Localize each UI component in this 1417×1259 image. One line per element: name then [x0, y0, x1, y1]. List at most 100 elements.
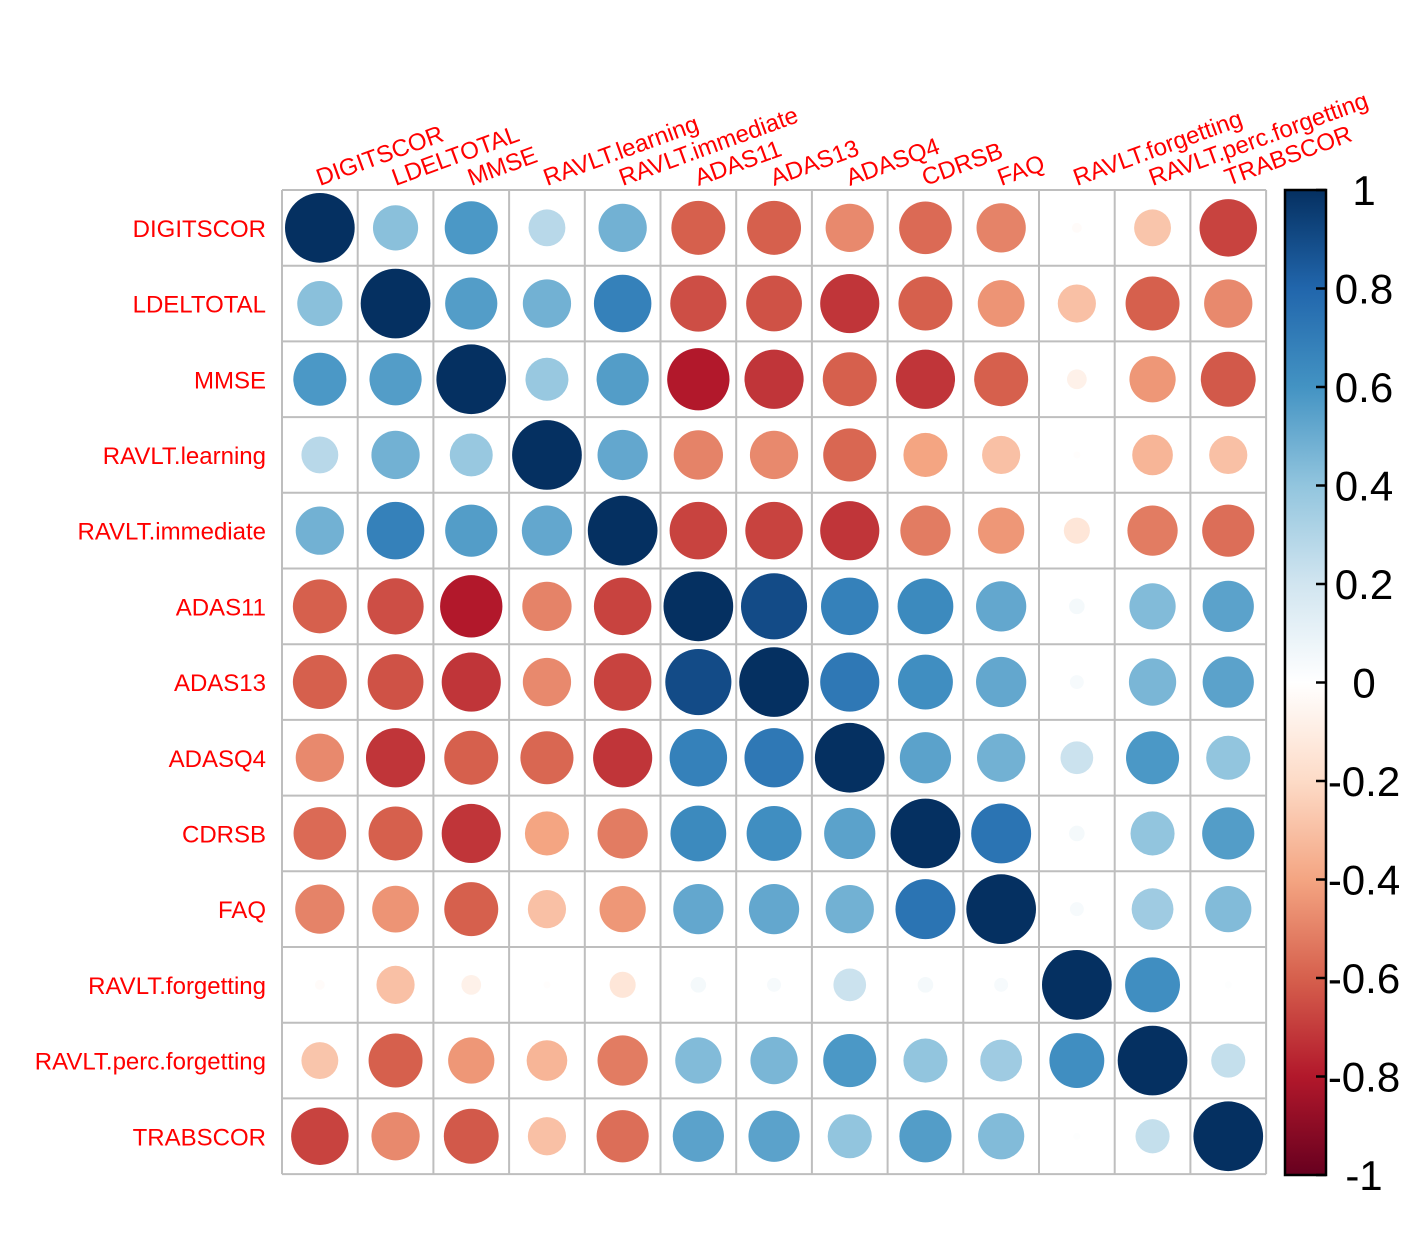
corr-circle-RAVLT.immediate-ADAS11: [669, 501, 728, 560]
corr-circle-RAVLT.forgetting-TRABSCOR: [1224, 981, 1232, 989]
corr-circle-FAQ-TRABSCOR: [1205, 886, 1252, 933]
corr-circle-ADASQ4-CDRSB: [899, 732, 952, 784]
corr-circle-RAVLT.perc.forgetting-RAVLT.perc.forgetting: [1117, 1025, 1188, 1096]
corr-circle-LDELTOTAL-ADASQ4: [820, 273, 880, 334]
row-label: MMSE: [194, 367, 266, 394]
corr-circle-ADAS13-ADAS13: [739, 647, 809, 717]
row-label: FAQ: [218, 897, 266, 924]
corr-circle-ADASQ4-ADAS13: [744, 728, 804, 788]
corr-circle-RAVLT.forgetting-FAQ: [994, 977, 1009, 992]
corr-circle-ADASQ4-RAVLT.learning: [520, 731, 574, 785]
corr-circle-CDRSB-ADAS13: [746, 806, 802, 861]
corr-circle-ADASQ4-TRABSCOR: [1206, 735, 1251, 780]
corr-circle-FAQ-RAVLT.learning: [527, 890, 567, 929]
corr-circle-RAVLT.perc.forgetting-RAVLT.forgetting: [1049, 1033, 1105, 1088]
corr-circle-ADAS11-RAVLT.learning: [522, 581, 572, 631]
corr-circle-FAQ-ADAS13: [748, 884, 800, 935]
corr-circle-CDRSB-ADASQ4: [824, 807, 876, 860]
corr-circle-TRABSCOR-TRABSCOR: [1193, 1101, 1264, 1172]
corr-circle-ADASQ4-FAQ: [977, 733, 1026, 782]
corr-circle-FAQ-RAVLT.perc.forgetting: [1131, 888, 1174, 931]
corr-circle-ADASQ4-DIGITSCOR: [295, 733, 344, 782]
corr-circle-RAVLT.forgetting-ADAS13: [767, 977, 782, 992]
corr-circle-FAQ-CDRSB: [895, 879, 956, 940]
color-bar-tick-label: -0.4: [1328, 857, 1400, 904]
corr-circle-RAVLT.forgetting-CDRSB: [917, 977, 934, 993]
corr-circle-RAVLT.learning-CDRSB: [903, 432, 948, 477]
corr-circle-RAVLT.immediate-TRABSCOR: [1202, 504, 1255, 557]
corr-circle-TRABSCOR-CDRSB: [899, 1110, 952, 1163]
corr-circle-DIGITSCOR-RAVLT.forgetting: [1071, 222, 1082, 233]
corr-circle-DIGITSCOR-FAQ: [976, 203, 1026, 253]
corr-circle-ADAS11-ADAS11: [663, 571, 734, 642]
corr-circle-LDELTOTAL-DIGITSCOR: [297, 280, 343, 327]
color-bar-tick-label: 0.8: [1335, 266, 1393, 313]
corr-circle-FAQ-RAVLT.forgetting: [1069, 902, 1084, 917]
corr-circle-RAVLT.perc.forgetting-ADAS11: [675, 1037, 722, 1084]
corr-circle-ADAS13-MMSE: [441, 652, 501, 712]
corr-circle-RAVLT.forgetting-ADAS11: [690, 977, 707, 993]
row-label: RAVLT.perc.forgetting: [35, 1049, 266, 1076]
corr-circle-RAVLT.immediate-CDRSB: [900, 505, 951, 556]
corr-circle-ADAS13-LDELTOTAL: [367, 654, 424, 710]
color-bar-tick-label: -0.2: [1328, 758, 1400, 805]
corr-circle-ADAS11-RAVLT.perc.forgetting: [1129, 583, 1176, 630]
corr-circle-RAVLT.perc.forgetting-RAVLT.learning: [526, 1040, 568, 1081]
corr-circle-RAVLT.forgetting-ADASQ4: [833, 968, 867, 1002]
corr-circle-TRABSCOR-ADASQ4: [827, 1114, 872, 1159]
corr-circle-RAVLT.learning-LDELTOTAL: [371, 430, 420, 480]
corr-circle-RAVLT.learning-RAVLT.forgetting: [1073, 451, 1081, 459]
corr-circle-LDELTOTAL-FAQ: [977, 280, 1025, 327]
corr-circle-ADAS11-FAQ: [976, 581, 1027, 632]
corr-circle-RAVLT.perc.forgetting-TRABSCOR: [1211, 1043, 1246, 1078]
corr-circle-RAVLT.perc.forgetting-CDRSB: [903, 1038, 948, 1083]
corr-circle-LDELTOTAL-CDRSB: [898, 276, 953, 331]
corr-circle-LDELTOTAL-RAVLT.forgetting: [1057, 284, 1096, 323]
corr-circle-TRABSCOR-RAVLT.learning: [527, 1117, 567, 1156]
corr-circle-RAVLT.forgetting-RAVLT.immediate: [609, 971, 636, 998]
row-label: TRABSCOR: [133, 1124, 266, 1151]
corr-circle-LDELTOTAL-RAVLT.learning: [522, 279, 572, 328]
corr-circle-RAVLT.learning-RAVLT.perc.forgetting: [1132, 434, 1173, 476]
corr-circle-RAVLT.perc.forgetting-RAVLT.immediate: [597, 1035, 648, 1086]
row-label: RAVLT.learning: [103, 443, 266, 470]
corr-circle-RAVLT.immediate-LDELTOTAL: [366, 501, 425, 560]
corr-circle-RAVLT.learning-RAVLT.immediate: [597, 429, 648, 481]
corr-circle-LDELTOTAL-ADAS13: [746, 275, 802, 332]
row-label: DIGITSCOR: [133, 216, 266, 243]
corr-circle-DIGITSCOR-MMSE: [444, 201, 498, 255]
corr-circle-ADAS11-RAVLT.forgetting: [1069, 598, 1085, 615]
corr-circle-DIGITSCOR-CDRSB: [899, 201, 952, 255]
corr-circle-RAVLT.learning-ADASQ4: [823, 428, 877, 482]
corr-circle-RAVLT.perc.forgetting-LDELTOTAL: [368, 1033, 423, 1088]
corr-circle-RAVLT.perc.forgetting-ADASQ4: [823, 1034, 877, 1088]
corr-circle-MMSE-ADAS13: [744, 349, 804, 409]
corr-circle-LDELTOTAL-TRABSCOR: [1204, 279, 1253, 328]
corr-circle-MMSE-RAVLT.forgetting: [1066, 369, 1087, 390]
corr-circle-TRABSCOR-LDELTOTAL: [371, 1112, 420, 1161]
corr-circle-RAVLT.perc.forgetting-DIGITSCOR: [301, 1042, 339, 1079]
corr-circle-FAQ-RAVLT.immediate: [599, 886, 646, 933]
row-labels: DIGITSCOR LDELTOTAL MMSE RAVLT.learning RAVL…: [35, 216, 266, 1151]
corr-circle-ADASQ4-RAVLT.forgetting: [1060, 741, 1094, 775]
corr-circle-MMSE-ADAS11: [667, 348, 730, 411]
corr-circle-TRABSCOR-RAVLT.perc.forgetting: [1135, 1119, 1170, 1154]
corr-circle-RAVLT.forgetting-MMSE: [461, 974, 482, 995]
corr-circle-CDRSB-DIGITSCOR: [293, 807, 347, 860]
corr-circle-MMSE-FAQ: [974, 352, 1029, 407]
corr-circle-RAVLT.immediate-ADASQ4: [820, 501, 880, 561]
color-bar-tick-label: 1: [1352, 167, 1375, 214]
corr-circle-DIGITSCOR-DIGITSCOR: [285, 193, 355, 263]
color-scale-legend: 1 0.8 0.6 0.4 0.2 0 -0.2 -0.4 -0.6 -0.8 -1: [1283, 167, 1400, 1199]
corr-circle-RAVLT.perc.forgetting-MMSE: [448, 1037, 495, 1084]
corr-circle-LDELTOTAL-LDELTOTAL: [360, 268, 431, 339]
corr-circle-RAVLT.learning-FAQ: [982, 435, 1021, 475]
corr-circle-DIGITSCOR-ADAS13: [747, 200, 802, 255]
corr-circle-RAVLT.learning-ADAS13: [749, 430, 799, 480]
corr-circle-CDRSB-FAQ: [971, 803, 1032, 864]
correlation-circles: [285, 193, 1264, 1172]
corr-circle-DIGITSCOR-ADASQ4: [825, 203, 874, 252]
corr-circle-RAVLT.immediate-MMSE: [445, 504, 498, 557]
corr-circle-CDRSB-RAVLT.forgetting: [1069, 825, 1085, 842]
